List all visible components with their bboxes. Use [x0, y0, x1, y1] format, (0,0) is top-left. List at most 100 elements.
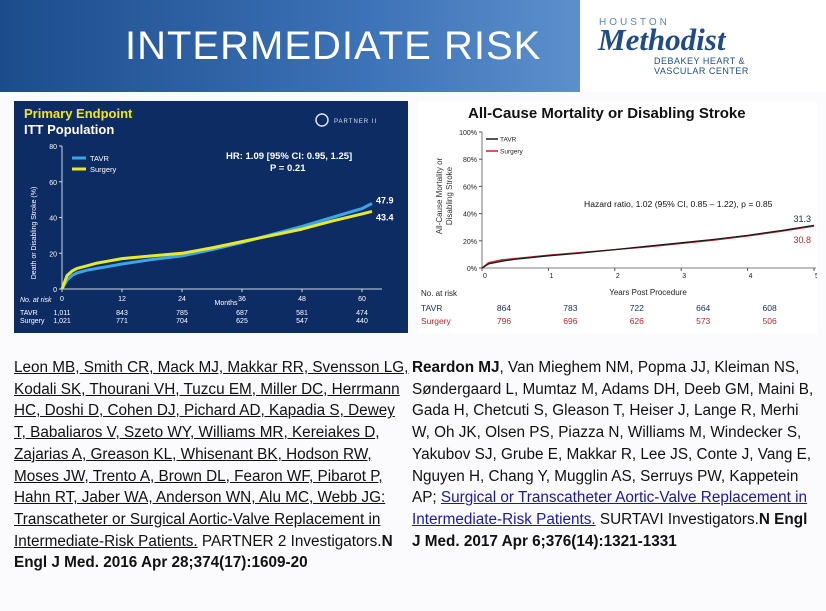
axes: 0% 20% 40% 60% 80% 100% 0 1 2 3 4 5 [459, 130, 819, 280]
surtavi-chart-panel: All-Cause Mortality or Disabling Stroke … [418, 101, 819, 333]
end-label-surgery: 30.8 [793, 235, 811, 245]
y-tick-label: 40% [463, 212, 477, 219]
risk-row-label: Surgery [20, 318, 45, 325]
partner2-chart: Primary Endpoint ITT Population PARTNER … [20, 106, 394, 325]
risk-value: 696 [563, 316, 577, 326]
y-axis-label-line1: All-Cause Mortality or [435, 157, 444, 234]
risk-value: 843 [116, 310, 128, 317]
x-tick-label: 36 [238, 296, 246, 303]
end-label-tavr: 47.9 [376, 195, 394, 205]
x-tick-label: 0 [60, 296, 64, 303]
risk-row-label: TAVR [20, 310, 38, 317]
panel-heading-1: Primary Endpoint [24, 106, 133, 121]
end-label-tavr: 31.3 [793, 214, 811, 224]
logo-subtitle-1: DEBAKEY HEART & [654, 56, 746, 66]
x-tick-label: 60 [358, 296, 366, 303]
x-tick-label: 3 [682, 273, 686, 280]
risk-value: 664 [696, 303, 710, 313]
citation-article-link[interactable]: Surgical or Transcatheter Aortic-Valve R… [412, 489, 808, 528]
y-tick-label: 0% [467, 266, 477, 273]
risk-table-title: No. at risk [421, 289, 458, 298]
x-tick-label: 5 [815, 273, 817, 280]
risk-value: 608 [763, 303, 777, 313]
partner-logo-icon [315, 113, 329, 127]
citation-group: PARTNER 2 Investigators. [197, 532, 382, 550]
y-tick-label: 20 [49, 251, 57, 258]
y-axis-label: Death or Disabling Stroke (%) [31, 187, 38, 280]
risk-value: 1,021 [53, 318, 71, 325]
logo-box [580, 0, 826, 92]
x-tick-label: 24 [178, 296, 186, 303]
logo-subtitle-2: VASCULAR CENTER [654, 66, 749, 76]
hr-text-2: P = 0.21 [270, 163, 306, 174]
risk-value: 704 [176, 318, 188, 325]
risk-row-label: TAVR [421, 303, 442, 313]
y-tick-label: 20% [463, 239, 477, 246]
citation-partner2: Leon MB, Smith CR, Mack MJ, Makkar RR, S… [14, 357, 409, 574]
y-tick-label: 40 [49, 216, 57, 223]
risk-value: 783 [563, 303, 577, 313]
legend-label: TAVR [90, 154, 109, 163]
risk-value: 474 [356, 310, 368, 317]
risk-value: 1,011 [54, 310, 71, 317]
citation-authors: Leon MB, Smith CR, Mack MJ, Makkar RR, S… [14, 359, 409, 550]
risk-value: 547 [296, 318, 308, 325]
risk-value: 796 [497, 316, 511, 326]
x-tick-label: 48 [298, 296, 306, 303]
methodist-logo: Methodist [598, 22, 726, 57]
surtavi-chart: All-Cause Mortality or Disabling Stroke … [421, 105, 819, 326]
x-tick-label: 2 [616, 273, 620, 280]
x-axis-label: Months [215, 300, 238, 307]
legend: TAVR Surgery [486, 137, 524, 156]
hazard-ratio-annotation: Hazard ratio, 1.02 (95% CI, 0.85 – 1.22)… [584, 199, 773, 209]
hr-text-1: HR: 1.09 [95% CI: 0.95, 1.25] [226, 151, 352, 162]
series-lines: 47.9 43.4 [60, 195, 394, 290]
citation-surtavi: Reardon MJ, Van Mieghem NM, Popma JJ, Kl… [412, 357, 817, 552]
slide-title: INTERMEDIATE RISK [125, 24, 542, 68]
partner2-chart-panel: Primary Endpoint ITT Population PARTNER … [14, 101, 408, 333]
legend-label: TAVR [500, 137, 517, 144]
chart-title: All-Cause Mortality or Disabling Stroke [468, 105, 746, 122]
risk-value: 573 [696, 316, 710, 326]
series-line-tavr [60, 202, 373, 290]
legend-label: Surgery [500, 149, 524, 156]
y-tick-label: 100% [459, 130, 477, 137]
legend: TAVR Surgery [72, 154, 117, 174]
legend-label: Surgery [90, 165, 117, 174]
series-line-tavr [481, 224, 815, 269]
risk-value: 625 [236, 318, 248, 325]
x-tick-label: 4 [749, 273, 753, 280]
risk-value: 506 [763, 316, 777, 326]
panel-heading-2: ITT Population [24, 122, 114, 137]
risk-value: 785 [176, 310, 188, 317]
y-axis-label-line2: Disabling Stroke [445, 166, 454, 225]
citation-lead-author: Reardon MJ [412, 359, 500, 376]
x-axis-label: Years Post Procedure [609, 288, 687, 297]
risk-table: No. at riskTAVR864783722664608426Surgery… [421, 289, 777, 326]
risk-value: 687 [236, 310, 248, 317]
risk-value: 626 [630, 316, 644, 326]
risk-value: 581 [296, 310, 308, 317]
series-line-surgery [60, 209, 373, 290]
x-tick-label: 12 [118, 296, 126, 303]
y-tick-label: 80% [463, 157, 477, 164]
citation-authors: , Van Mieghem NM, Popma JJ, Kleiman NS, … [412, 359, 814, 507]
citation-group: SURTAVI Investigators. [595, 510, 759, 528]
logo-city: HOUSTON [599, 17, 670, 28]
risk-value: 722 [630, 303, 644, 313]
end-label-surgery: 43.4 [376, 212, 394, 222]
axes: 0 20 40 60 80 0 12 24 36 48 60 [49, 144, 382, 303]
citation-journal: N Engl J Med. 2016 Apr 28;374(17):1609-2… [14, 532, 393, 572]
citation-journal: N Engl J Med. 2017 Apr 6;376(14):1321-13… [412, 510, 808, 550]
risk-row-label: Surgery [421, 316, 452, 326]
x-tick-label: 0 [483, 273, 487, 280]
risk-value: 864 [497, 303, 511, 313]
partner-logo-text: PARTNER II [334, 119, 377, 125]
risk-table-title: No. at risk [20, 297, 52, 304]
x-tick-label: 1 [549, 273, 553, 280]
series-lines: 31.3 30.8 [481, 214, 815, 269]
y-tick-label: 80 [49, 144, 57, 151]
y-tick-label: 0 [53, 287, 57, 294]
risk-value: 440 [356, 318, 368, 325]
risk-value: 771 [116, 318, 128, 325]
